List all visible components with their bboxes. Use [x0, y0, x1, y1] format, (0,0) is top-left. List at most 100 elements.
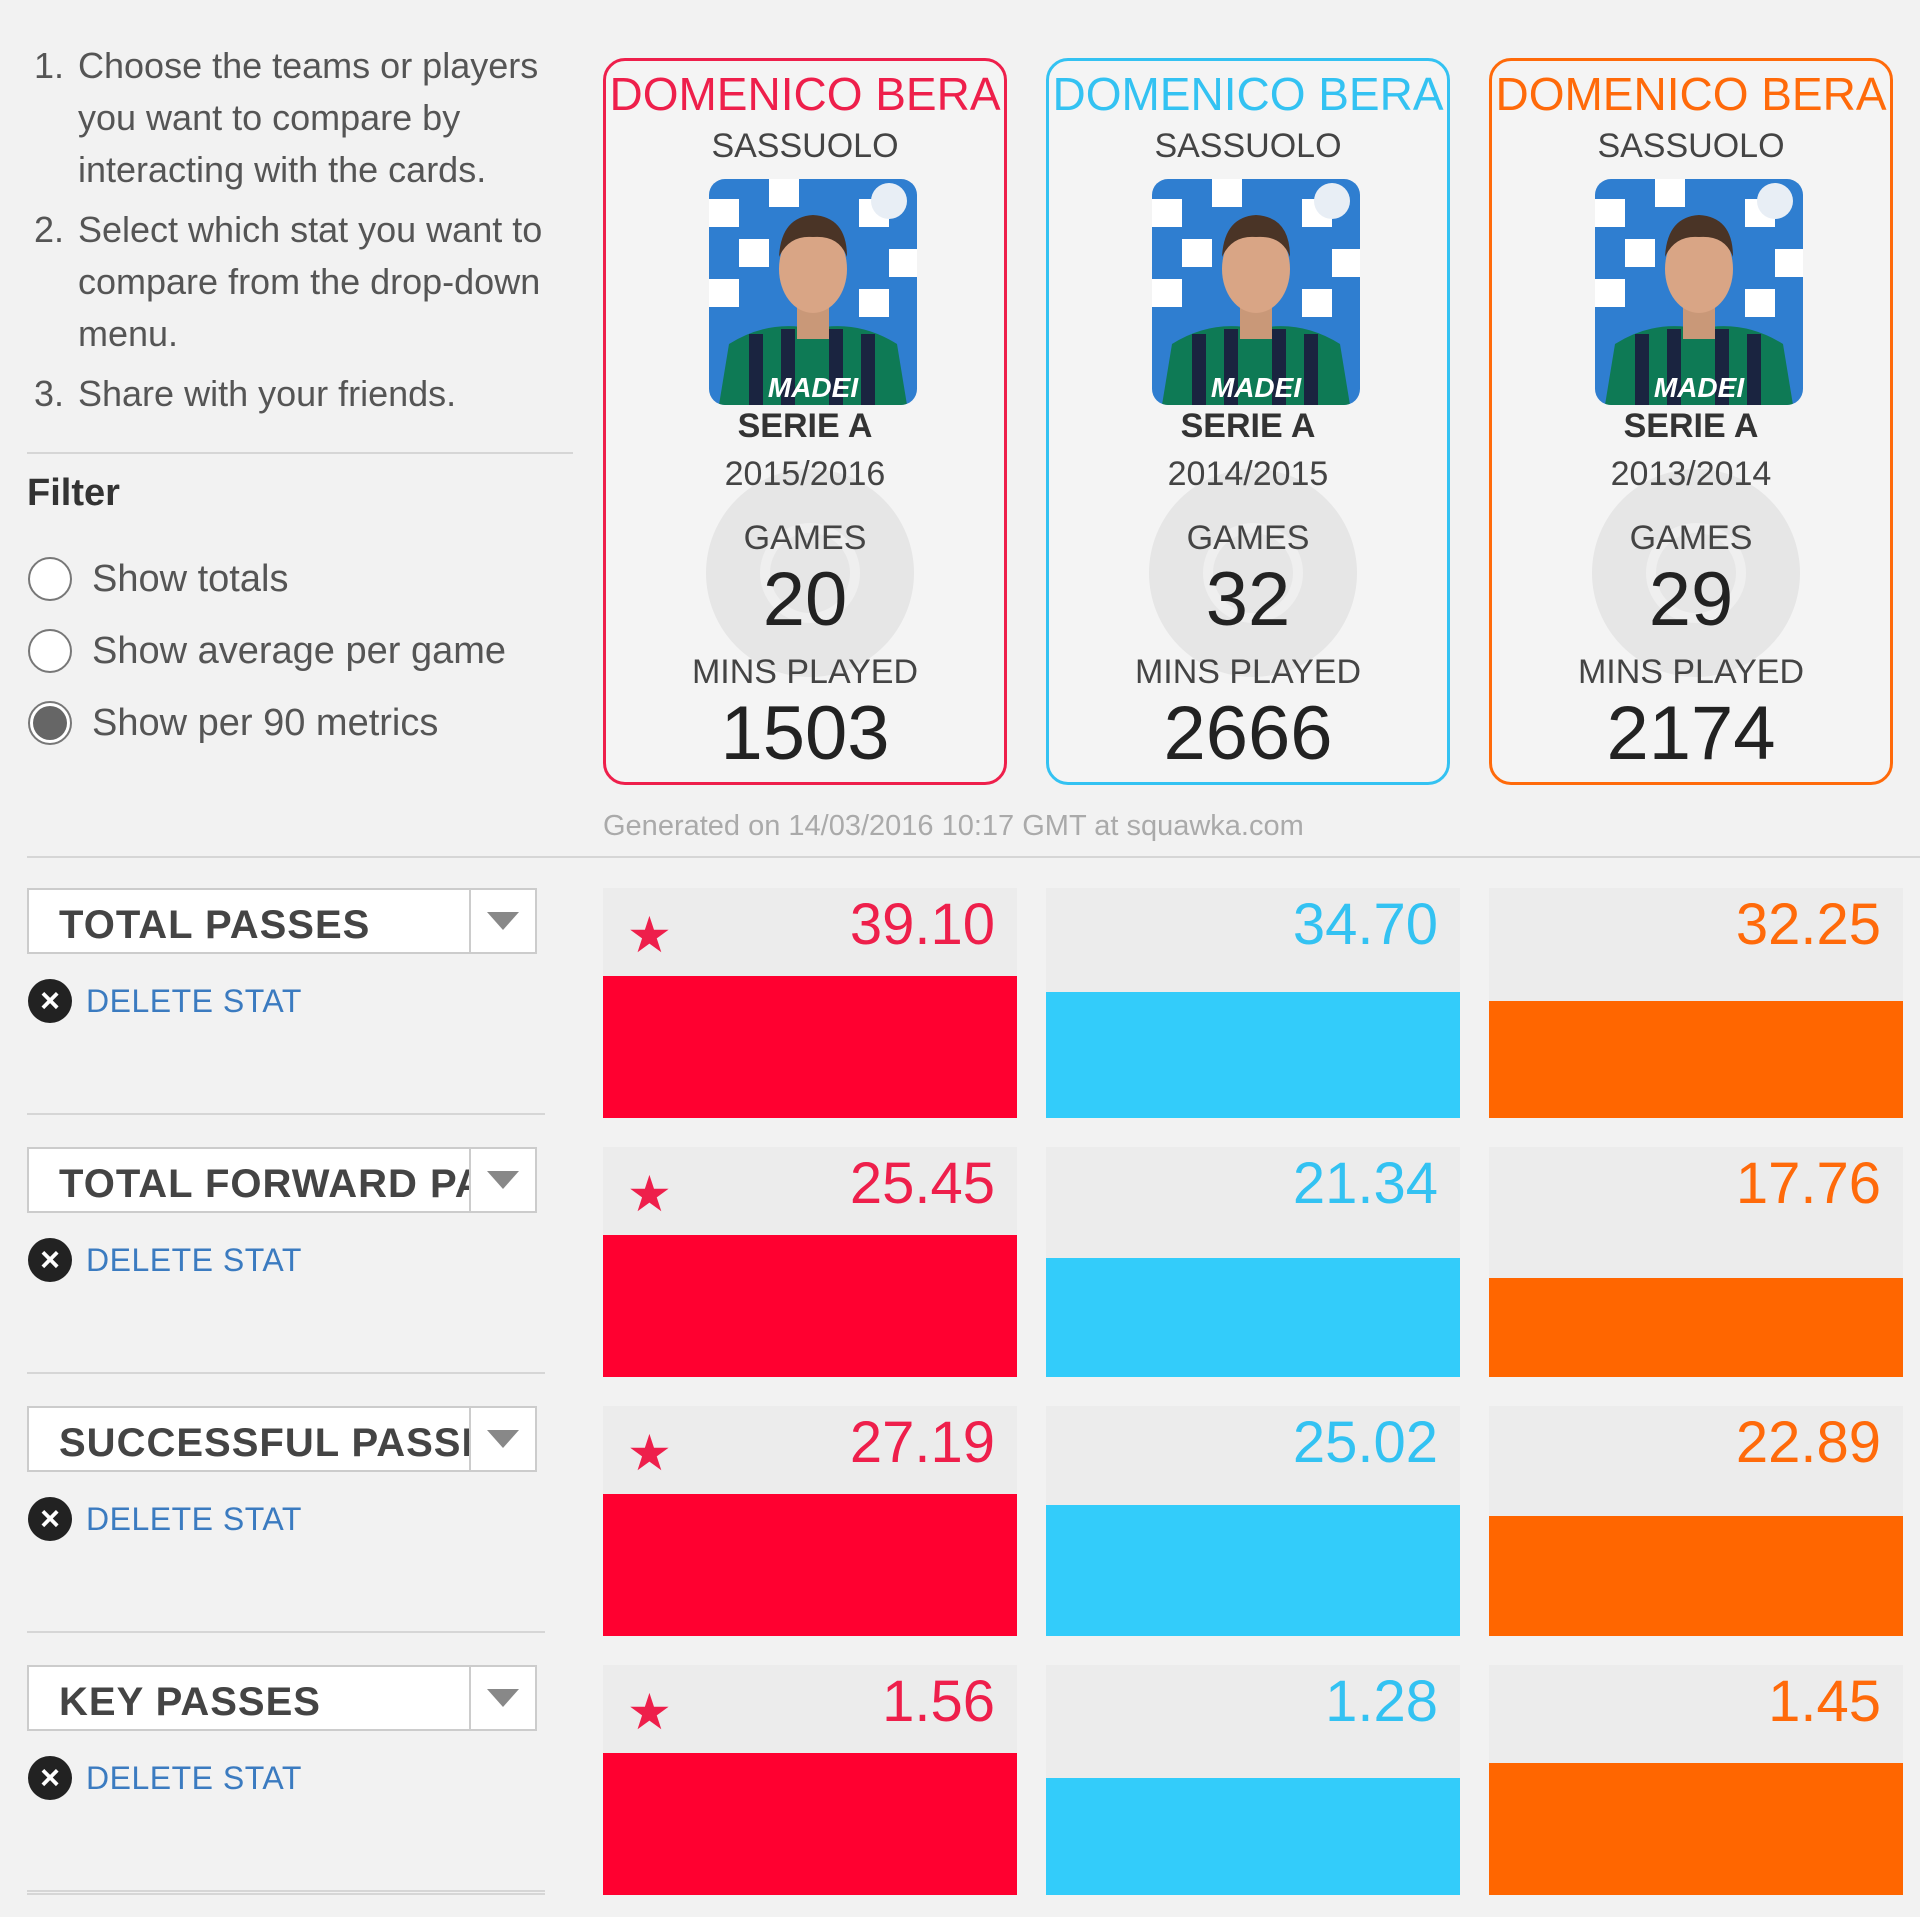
- league-name[interactable]: SERIE A: [737, 407, 873, 445]
- close-icon[interactable]: ×: [28, 1497, 72, 1541]
- radio-button[interactable]: [28, 629, 72, 673]
- radio-label: Show totals: [92, 557, 289, 600]
- filter-option-average[interactable]: Show average per game: [28, 623, 506, 679]
- radio-button-selected[interactable]: [28, 701, 72, 745]
- games-value: 20: [762, 557, 848, 642]
- filter-option-per90[interactable]: Show per 90 metrics: [28, 695, 438, 751]
- delete-stat-button[interactable]: × DELETE STAT: [28, 978, 302, 1024]
- stat-value: 27.19: [849, 1410, 995, 1475]
- mins-played-value: 1503: [720, 691, 890, 776]
- games-label: GAMES: [1186, 519, 1310, 557]
- games-label: GAMES: [1629, 519, 1753, 557]
- delete-stat-label[interactable]: DELETE STAT: [86, 1759, 302, 1796]
- dropdown-arrow-icon[interactable]: [469, 1149, 535, 1211]
- stat-dropdown[interactable]: TOTAL FORWARD PASSES: [27, 1147, 537, 1213]
- radio-label: Show per 90 metrics: [92, 701, 439, 744]
- stat-value: 21.34: [1292, 1151, 1438, 1216]
- delete-stat-label[interactable]: DELETE STAT: [86, 1241, 302, 1278]
- stat-bar: [603, 1235, 1017, 1377]
- stat-value: 17.76: [1735, 1151, 1881, 1216]
- stat-dropdown[interactable]: SUCCESSFUL PASSES: [27, 1406, 537, 1472]
- divider: [27, 1631, 545, 1633]
- mins-played-value: 2666: [1163, 691, 1333, 776]
- player-name[interactable]: DOMENICO BERA: [1052, 68, 1444, 120]
- player-name[interactable]: DOMENICO BERA: [609, 68, 1001, 120]
- instruction-item: 2. Select which stat you want to compare …: [34, 209, 543, 354]
- stat-bar: [1046, 1258, 1460, 1377]
- dropdown-arrow-icon[interactable]: [469, 890, 535, 952]
- generated-note: Generated on 14/03/2016 10:17 GMT at squ…: [603, 810, 1304, 842]
- stat-bar-cell: ★ 25.45: [603, 1147, 1017, 1377]
- stat-dropdown-value[interactable]: TOTAL FORWARD PASSES: [59, 1162, 469, 1206]
- delete-stat-label[interactable]: DELETE STAT: [86, 982, 302, 1019]
- instruction-item: 3. Share with your friends.: [34, 373, 457, 414]
- svg-text:MADEI: MADEI: [1211, 372, 1302, 403]
- stat-value: 25.45: [849, 1151, 995, 1216]
- squawka-watermark: [1149, 469, 1357, 677]
- delete-stat-button[interactable]: × DELETE STAT: [28, 1237, 302, 1283]
- stat-dropdown[interactable]: KEY PASSES: [27, 1665, 537, 1731]
- stat-bar-cell: 34.70: [1046, 888, 1460, 1118]
- divider: [27, 1113, 545, 1115]
- stat-bar: [603, 1494, 1017, 1636]
- league-name[interactable]: SERIE A: [1180, 407, 1316, 445]
- delete-stat-button[interactable]: × DELETE STAT: [28, 1496, 302, 1542]
- divider: [27, 1893, 545, 1895]
- team-name[interactable]: SASSUOLO: [1154, 127, 1342, 165]
- star-icon: ★: [627, 1166, 672, 1222]
- stat-bar: [1489, 1278, 1903, 1377]
- radio-button[interactable]: [28, 557, 72, 601]
- stat-bar: [1046, 992, 1460, 1118]
- delete-stat-button[interactable]: × DELETE STAT: [28, 1755, 302, 1801]
- squawka-watermark: [706, 469, 914, 677]
- season[interactable]: 2014/2015: [1167, 455, 1329, 493]
- close-icon[interactable]: ×: [28, 1756, 72, 1800]
- stat-value: 25.02: [1292, 1410, 1438, 1475]
- mins-played-label: MINS PLAYED: [691, 653, 919, 691]
- divider: [27, 1372, 545, 1374]
- stat-bar: [603, 1753, 1017, 1895]
- svg-text:MADEI: MADEI: [768, 372, 859, 403]
- close-icon[interactable]: ×: [28, 1238, 72, 1282]
- squawka-watermark: [1592, 469, 1800, 677]
- stat-dropdown-value[interactable]: KEY PASSES: [59, 1680, 321, 1724]
- stat-value: 39.10: [849, 892, 995, 957]
- player-card[interactable]: DOMENICO BERA SASSUOLO: [1046, 58, 1450, 785]
- divider: [27, 452, 573, 454]
- season[interactable]: 2015/2016: [724, 455, 886, 493]
- stat-value: 1.45: [1768, 1669, 1881, 1734]
- mins-played-label: MINS PLAYED: [1577, 653, 1805, 691]
- filter-option-totals[interactable]: Show totals: [28, 551, 288, 607]
- stat-bar-cell: 1.28: [1046, 1665, 1460, 1895]
- league-name[interactable]: SERIE A: [1623, 407, 1759, 445]
- team-name[interactable]: SASSUOLO: [1597, 127, 1785, 165]
- instruction-item: 1. Choose the teams or players you want t…: [34, 45, 539, 190]
- stat-bar: [603, 976, 1017, 1118]
- player-name[interactable]: DOMENICO BERA: [1495, 68, 1887, 120]
- stat-dropdown[interactable]: TOTAL PASSES: [27, 888, 537, 954]
- player-card[interactable]: DOMENICO BERA SASSUOLO: [603, 58, 1007, 785]
- stat-bar-cell: 25.02: [1046, 1406, 1460, 1636]
- dropdown-arrow-icon[interactable]: [469, 1408, 535, 1470]
- mins-played-value: 2174: [1606, 691, 1776, 776]
- stat-bar-cell: 17.76: [1489, 1147, 1903, 1377]
- filter-title: Filter: [27, 472, 120, 514]
- star-icon: ★: [627, 1425, 672, 1481]
- player-card[interactable]: DOMENICO BERA SASSUOLO: [1489, 58, 1893, 785]
- stat-dropdown-value[interactable]: TOTAL PASSES: [59, 903, 371, 947]
- close-icon[interactable]: ×: [28, 979, 72, 1023]
- team-name[interactable]: SASSUOLO: [711, 127, 899, 165]
- star-icon: ★: [627, 1684, 672, 1740]
- dropdown-arrow-icon[interactable]: [469, 1667, 535, 1729]
- stat-bar-cell: 32.25: [1489, 888, 1903, 1118]
- player-photo: MADEI: [1152, 179, 1360, 405]
- season[interactable]: 2013/2014: [1610, 455, 1772, 493]
- games-value: 29: [1648, 557, 1734, 642]
- stat-bar: [1489, 1763, 1903, 1895]
- delete-stat-label[interactable]: DELETE STAT: [86, 1500, 302, 1537]
- stat-dropdown-value[interactable]: SUCCESSFUL PASSES: [59, 1421, 469, 1465]
- radio-label: Show average per game: [92, 629, 507, 672]
- games-label: GAMES: [743, 519, 867, 557]
- stat-bar: [1489, 1516, 1903, 1636]
- stat-value: 32.25: [1735, 892, 1881, 957]
